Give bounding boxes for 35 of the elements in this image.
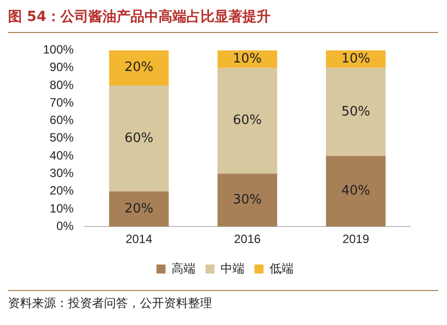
- y-tick-label: 80%: [50, 78, 74, 92]
- legend-label: 高端: [172, 261, 196, 276]
- data-label: 10%: [232, 51, 262, 66]
- bar: [326, 68, 386, 156]
- data-label: 60%: [124, 130, 154, 146]
- y-tick-label: 20%: [50, 184, 74, 198]
- y-tick-label: 100%: [42, 42, 74, 57]
- bar: [109, 191, 169, 227]
- data-label: 20%: [124, 60, 154, 76]
- y-tick-label: 90%: [50, 60, 74, 74]
- text: 资料来源：投资者问答，公开资料整理: [8, 290, 438, 312]
- y-tick-label: 10%: [50, 201, 74, 216]
- y-tick-label: 30%: [50, 166, 74, 180]
- y-tick-label: 60%: [50, 113, 74, 128]
- y-tick-label: 70%: [50, 95, 74, 110]
- x-tick-label: 2019: [342, 232, 370, 246]
- bar: [326, 156, 386, 227]
- data-label: 20%: [124, 201, 154, 216]
- chart-title: 图 54：公司酱油产品中高端占比显著提升: [8, 8, 438, 33]
- legend-label: 低端: [270, 261, 294, 276]
- y-tick-label: 40%: [50, 148, 74, 162]
- bar: [109, 85, 169, 192]
- data-label: 60%: [232, 113, 262, 128]
- data-label: 40%: [341, 184, 370, 199]
- y-tick-label: 0%: [56, 218, 74, 233]
- bar: [218, 68, 278, 174]
- data-label: 30%: [232, 192, 262, 208]
- bar: [109, 50, 169, 86]
- data-label: 50%: [341, 104, 370, 120]
- data-label: 10%: [341, 51, 370, 66]
- x-tick-label: 2016: [234, 232, 262, 246]
- y-tick-label: 50%: [50, 130, 74, 145]
- x-tick-label: 2014: [126, 232, 153, 246]
- bar: [218, 174, 278, 227]
- legend-label: 中端: [220, 261, 244, 276]
